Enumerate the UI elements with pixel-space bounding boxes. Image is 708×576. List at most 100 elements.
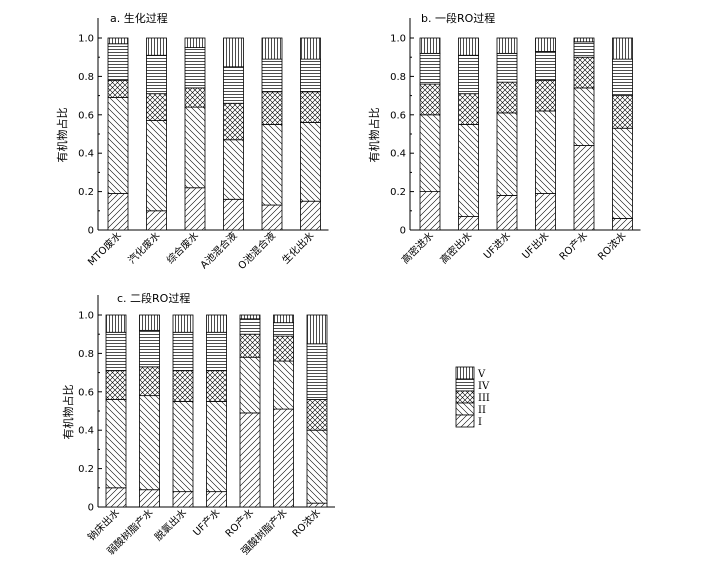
bar-segment-II <box>273 360 294 410</box>
bar-segment-V <box>261 37 283 60</box>
y-tick-label: 0.2 <box>78 187 94 198</box>
bar-segment-II <box>172 400 194 493</box>
legend-label-II: II <box>478 405 486 416</box>
panel-b-title: b. 一段RO过程 <box>421 11 495 25</box>
bar-segment-I <box>146 210 167 231</box>
x-tick-label: RO产水 <box>222 506 256 540</box>
bar-segment-I <box>273 408 294 508</box>
legend-label-V: V <box>477 369 486 380</box>
bar-segment-III <box>458 93 479 125</box>
bar-segment-IV <box>184 47 206 89</box>
bar-segment-II <box>223 139 244 200</box>
bar-segment-I <box>206 491 227 508</box>
y-tick-label: 0.4 <box>390 149 406 160</box>
bar-segment-III <box>306 399 328 431</box>
bar-segment-III <box>535 79 556 112</box>
x-tick-label: RO浓水 <box>290 507 323 540</box>
bar-segment-V <box>535 37 556 52</box>
bar-segment-II <box>184 106 206 189</box>
y-tick-label: 0.6 <box>78 110 94 121</box>
bar-segment-IV <box>107 43 129 81</box>
panel-a-y-axis-label: 有机物占比 <box>55 108 69 163</box>
bar-segment-V <box>184 37 206 49</box>
bar-segment-I <box>223 198 244 231</box>
bar-segment-IV <box>612 58 633 96</box>
bar-segment-II <box>612 127 633 219</box>
bar-segment-IV <box>300 58 321 93</box>
bar-segment-IV <box>458 54 479 95</box>
bar-segment-V <box>496 37 518 54</box>
bar-segment-I <box>612 218 633 231</box>
panel-c-chart: c. 二段RO过程 有机物占比 00.20.40.60.81.0钠床出水弱酸树脂… <box>61 291 335 558</box>
bar-segment-V <box>273 314 294 324</box>
x-tick-label: 脱氯出水 <box>152 506 189 543</box>
bar-segment-III <box>239 333 261 358</box>
bar-segment-I <box>172 491 194 508</box>
bar-segment-V <box>612 37 633 60</box>
bar-segment-III <box>261 91 283 125</box>
bar-segment-IV <box>306 343 328 400</box>
y-tick-label: 0 <box>88 226 94 237</box>
bar-segment-II <box>261 124 283 206</box>
bar-segment-IV <box>146 54 167 95</box>
bar-segment-II <box>300 122 321 202</box>
bar-segment-III <box>184 87 206 108</box>
bar-segment-II <box>573 87 595 146</box>
bar-segment-II <box>419 114 441 193</box>
bar-segment-I <box>239 412 261 508</box>
bar-segment-IV <box>419 52 441 85</box>
bar-segment-III <box>419 83 441 116</box>
legend-swatch-IV <box>455 378 475 392</box>
bar-segment-II <box>105 399 127 489</box>
bar-segment-I <box>300 200 321 231</box>
bar-segment-IV <box>223 66 244 104</box>
y-tick-label: 0.6 <box>390 110 406 121</box>
legend-label-III: III <box>478 393 490 404</box>
bar-segment-V <box>107 37 129 45</box>
bar-segment-III <box>223 102 244 141</box>
bar-segment-II <box>535 110 556 194</box>
x-tick-label: 生化出水 <box>279 229 316 266</box>
x-tick-label: UF进水 <box>481 230 513 262</box>
bar-segment-I <box>107 193 129 231</box>
bar-segment-I <box>105 487 127 508</box>
x-tick-label: 汽化废水 <box>125 229 162 266</box>
bar-segment-IV <box>172 331 194 372</box>
bar-segment-V <box>573 37 595 43</box>
bar-segment-V <box>458 37 479 56</box>
bar-segment-V <box>223 37 244 68</box>
legend-swatch-I <box>455 414 475 428</box>
panel-c-title: c. 二段RO过程 <box>117 291 190 305</box>
panel-a-chart: a. 生化过程 有机物占比 00.20.40.60.81.0MTO废水 汽化废水综… <box>55 11 329 272</box>
bar-segment-III <box>300 91 321 123</box>
x-tick-label: 高密出水 <box>437 229 474 266</box>
panel-a-title: a. 生化过程 <box>110 11 168 25</box>
y-tick-label: 0.2 <box>78 464 94 475</box>
panel-c-y-axis-label: 有机物占比 <box>61 385 75 440</box>
bar-segment-IV <box>139 329 160 368</box>
bar-segment-III <box>139 366 160 397</box>
bar-segment-III <box>206 370 227 402</box>
x-tick-label: UF产水 <box>190 506 223 539</box>
bar-segment-III <box>105 370 127 400</box>
legend-label-IV: IV <box>478 381 490 392</box>
bar-segment-II <box>146 120 167 212</box>
bar-segment-IV <box>261 58 283 93</box>
bar-segment-I <box>261 204 283 231</box>
y-tick-label: 0.8 <box>78 72 94 83</box>
bar-segment-I <box>458 216 479 231</box>
bar-segment-III <box>146 93 167 121</box>
bar-segment-II <box>496 112 518 196</box>
bar-segment-III <box>612 95 633 129</box>
bar-segment-IV <box>535 51 556 81</box>
bar-segment-III <box>496 81 518 114</box>
legend-label-I: I <box>478 417 482 428</box>
y-tick-label: 0.6 <box>78 387 94 398</box>
bar-segment-V <box>206 314 227 333</box>
bar-segment-IV <box>105 331 127 372</box>
bar-segment-V <box>172 314 194 333</box>
y-tick-label: 0.4 <box>78 149 94 160</box>
